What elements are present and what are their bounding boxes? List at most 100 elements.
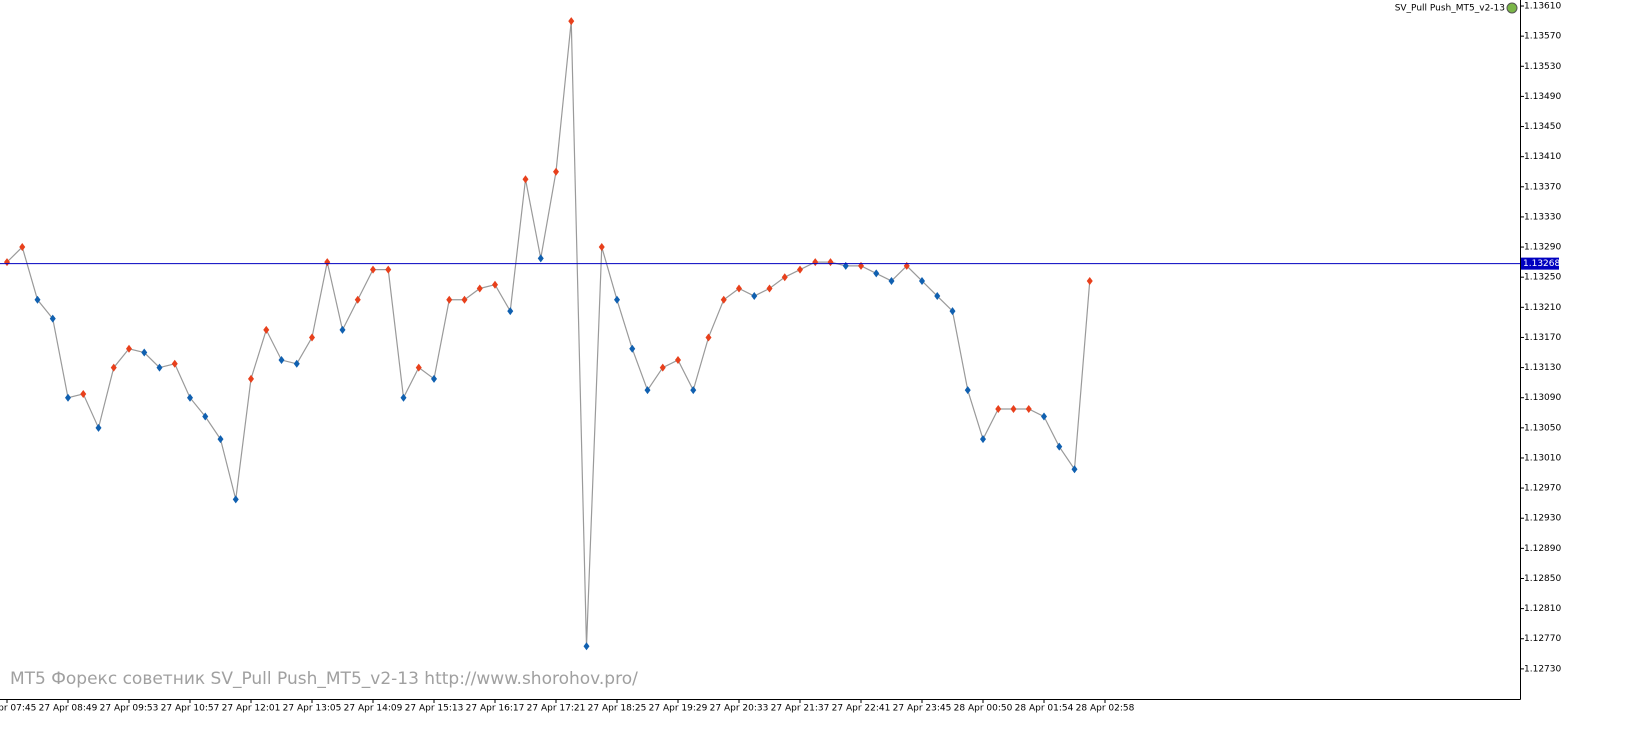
signal-marker xyxy=(110,363,117,372)
y-tick-label: 1.12810 xyxy=(1524,604,1561,614)
signal-marker xyxy=(919,276,925,285)
signal-marker xyxy=(141,348,148,357)
y-tick-label: 1.13410 xyxy=(1524,152,1561,162)
y-tick-label: 1.12930 xyxy=(1524,514,1561,524)
signal-marker xyxy=(446,295,453,304)
x-tick-label: 27 Apr 13:05 xyxy=(283,704,342,714)
x-tick-label: 27 Apr 07:45 xyxy=(0,704,36,714)
signal-marker xyxy=(339,325,346,334)
signal-marker xyxy=(659,363,666,372)
x-tick-label: 28 Apr 01:54 xyxy=(1015,704,1074,714)
y-tick-label: 1.13330 xyxy=(1524,212,1561,222)
y-tick-label: 1.12770 xyxy=(1524,634,1561,644)
x-tick-label: 28 Apr 02:58 xyxy=(1076,704,1135,714)
signal-marker xyxy=(995,405,1002,414)
x-tick-label: 27 Apr 20:33 xyxy=(710,704,769,714)
signal-marker xyxy=(720,295,727,304)
y-tick-label: 1.13250 xyxy=(1524,273,1561,283)
y-tick-label: 1.13610 xyxy=(1524,2,1561,12)
y-tick-label: 1.13010 xyxy=(1524,453,1561,463)
signal-marker xyxy=(34,295,41,304)
signal-marker xyxy=(705,333,712,342)
y-tick-label: 1.13130 xyxy=(1524,363,1561,373)
expert-icon xyxy=(1506,2,1518,14)
signal-marker xyxy=(980,435,986,444)
signal-marker xyxy=(95,423,102,432)
y-tick-label: 1.12970 xyxy=(1524,484,1561,494)
signal-marker xyxy=(1010,405,1017,414)
y-tick-label: 1.12730 xyxy=(1524,664,1561,674)
signal-marker xyxy=(583,642,590,651)
signal-marker xyxy=(461,295,468,304)
signal-marker xyxy=(736,284,742,293)
signal-marker xyxy=(949,307,956,316)
signal-marker xyxy=(248,374,254,383)
signal-marker xyxy=(1071,465,1078,474)
y-tick-label: 1.13210 xyxy=(1524,303,1561,313)
signal-marker xyxy=(964,386,971,395)
signal-marker xyxy=(1025,405,1032,414)
signal-marker xyxy=(1041,412,1047,421)
signal-marker xyxy=(888,276,895,285)
x-tick-label: 27 Apr 10:57 xyxy=(161,704,220,714)
signal-marker xyxy=(675,356,681,365)
current-price-label: 1.13268 xyxy=(1523,259,1560,269)
x-tick-label: 27 Apr 19:29 xyxy=(649,704,708,714)
y-tick-label: 1.13170 xyxy=(1524,333,1561,343)
signal-marker xyxy=(644,386,651,395)
y-tick-label: 1.13090 xyxy=(1524,393,1561,403)
signal-marker xyxy=(797,265,803,274)
signal-marker xyxy=(751,292,758,301)
signal-marker xyxy=(156,363,163,372)
signal-marker xyxy=(278,356,285,365)
signal-marker xyxy=(522,175,529,184)
y-tick-label: 1.13530 xyxy=(1524,62,1561,72)
signal-marker xyxy=(217,435,224,444)
x-tick-label: 27 Apr 22:41 xyxy=(832,704,891,714)
x-tick-label: 27 Apr 08:49 xyxy=(39,704,98,714)
signal-marker xyxy=(537,254,544,263)
signal-marker xyxy=(309,333,315,342)
signal-marker xyxy=(126,344,132,353)
signal-marker xyxy=(1056,442,1063,451)
x-tick-label: 27 Apr 14:09 xyxy=(344,704,403,714)
signal-marker xyxy=(476,284,483,293)
signal-marker xyxy=(492,280,498,289)
x-tick-label: 27 Apr 18:25 xyxy=(588,704,647,714)
x-tick-label: 27 Apr 09:53 xyxy=(100,704,159,714)
y-tick-label: 1.13290 xyxy=(1524,243,1561,253)
signal-marker xyxy=(370,265,376,274)
signal-marker xyxy=(187,393,193,402)
signal-marker xyxy=(934,292,941,301)
x-tick-label: 27 Apr 17:21 xyxy=(527,704,586,714)
x-tick-label: 27 Apr 15:13 xyxy=(405,704,464,714)
signal-marker xyxy=(415,363,422,372)
signal-marker xyxy=(80,389,87,398)
signal-marker xyxy=(232,495,239,504)
signal-marker xyxy=(431,374,437,383)
signal-marker xyxy=(1086,276,1093,285)
y-tick-label: 1.12850 xyxy=(1524,574,1561,584)
signal-marker xyxy=(553,167,559,176)
signal-marker xyxy=(873,269,880,278)
signal-marker xyxy=(293,359,300,368)
signal-marker xyxy=(19,243,26,252)
signal-marker xyxy=(65,393,71,402)
signal-marker xyxy=(690,386,697,395)
signal-marker xyxy=(385,265,392,274)
x-tick-label: 27 Apr 23:45 xyxy=(893,704,952,714)
x-tick-label: 27 Apr 12:01 xyxy=(222,704,281,714)
signal-marker xyxy=(614,295,620,304)
x-tick-label: 28 Apr 00:50 xyxy=(954,704,1013,714)
signal-marker xyxy=(568,17,575,26)
signal-marker xyxy=(629,344,636,353)
y-tick-label: 1.13370 xyxy=(1524,182,1561,192)
signal-marker xyxy=(354,295,361,304)
signal-marker xyxy=(202,412,209,421)
signal-marker xyxy=(263,325,270,334)
watermark: MT5 Форекс советник SV_Pull Push_MT5_v2-… xyxy=(10,669,638,689)
signal-marker xyxy=(400,393,407,402)
signal-marker xyxy=(598,243,605,252)
